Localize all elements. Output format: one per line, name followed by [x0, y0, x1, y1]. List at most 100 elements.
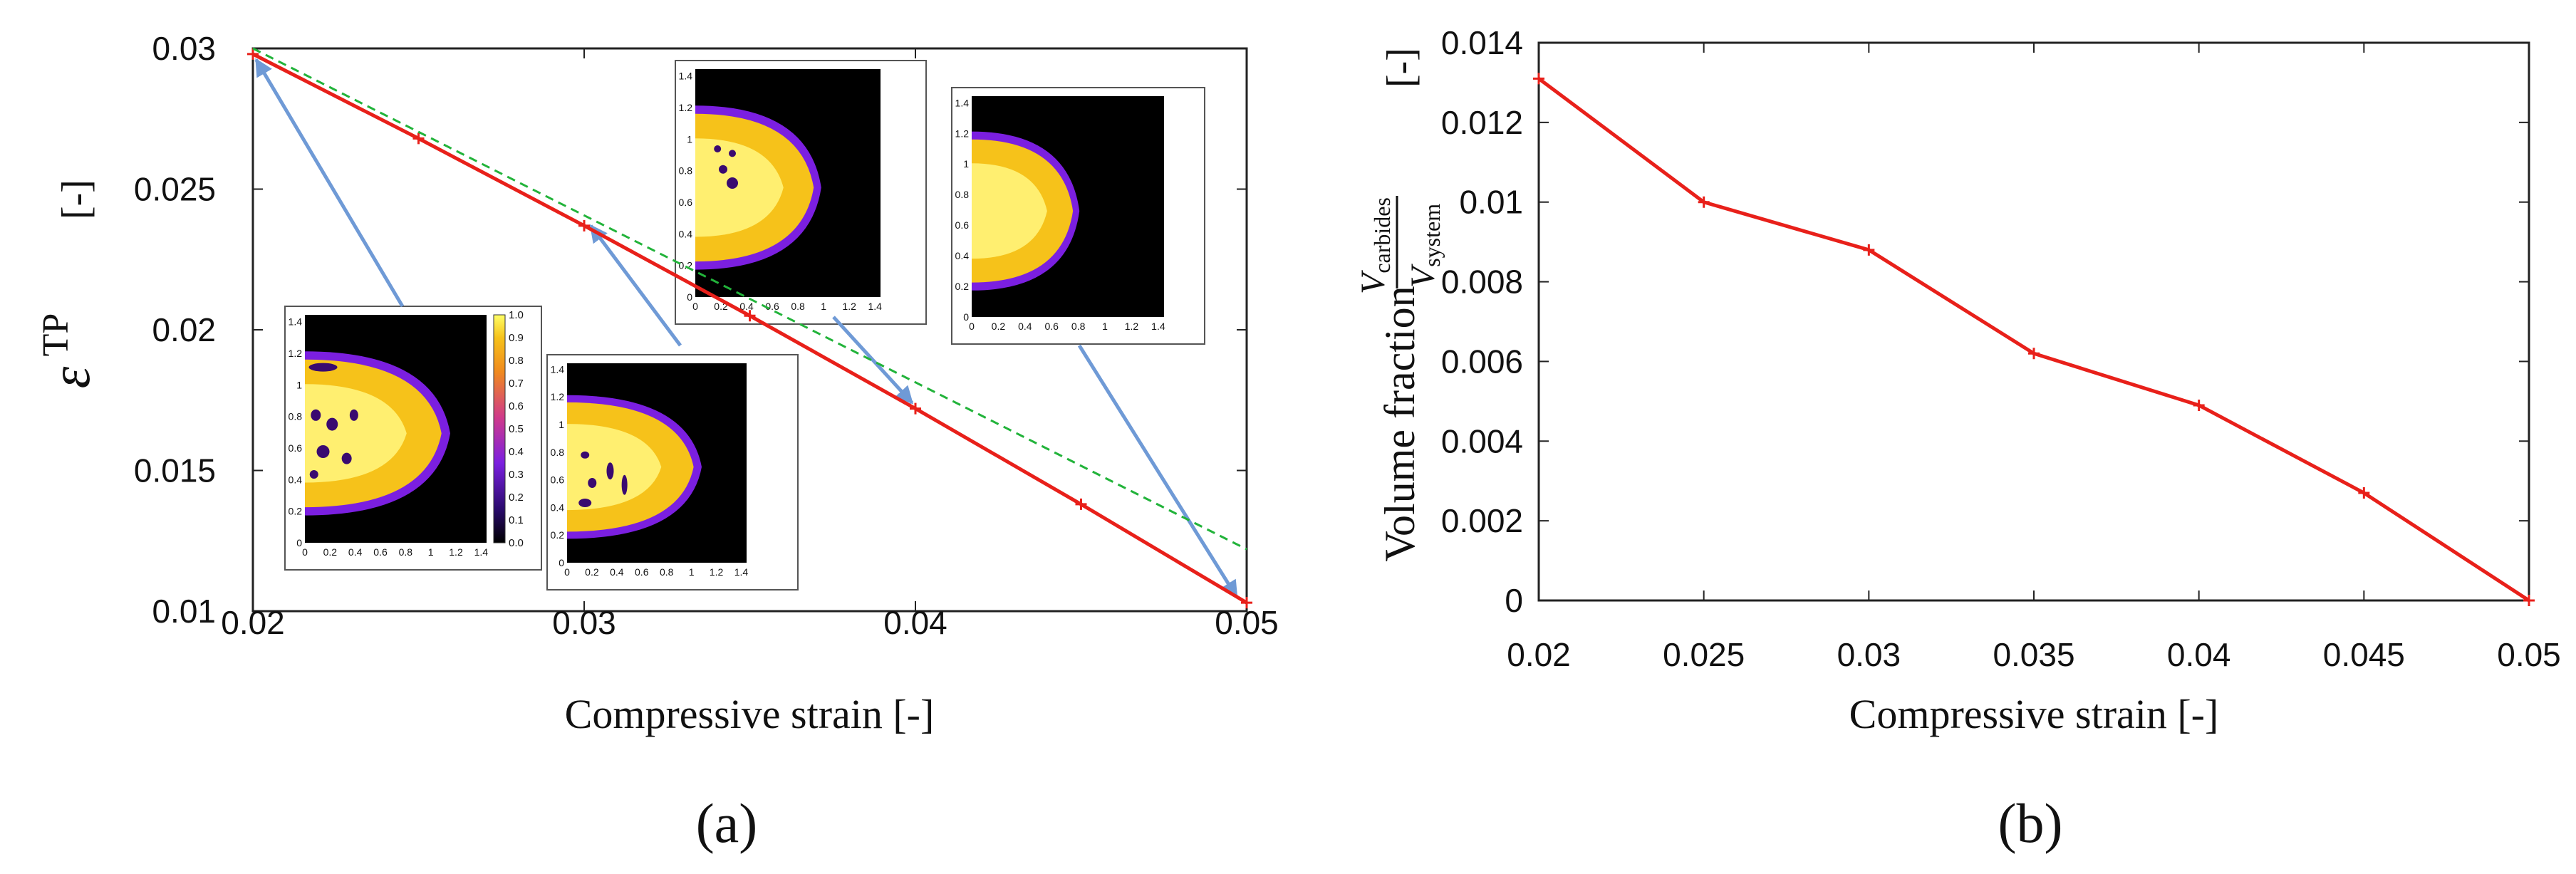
- inset-arrow-1: [254, 58, 405, 308]
- inset-carbide-particle: [588, 478, 597, 488]
- inset-y-tick-label: 1: [687, 133, 692, 145]
- b-data-point: [2028, 348, 2040, 360]
- inset-y-tick-label: 0.8: [955, 189, 970, 200]
- b-data-point: [1533, 73, 1544, 85]
- colorbar-tick-label: 0.9: [509, 332, 524, 344]
- b-x-tick-label: 0.035: [1993, 636, 2074, 673]
- a-data-point: [412, 132, 425, 145]
- inset-core-region: [567, 424, 662, 511]
- inset-x-tick-label: 0.6: [1045, 321, 1059, 332]
- inset-x-tick-label: 0.4: [348, 546, 363, 558]
- b-y-tick-label: 0.012: [1441, 104, 1523, 141]
- inset-x-tick-label: 0.4: [1018, 321, 1032, 332]
- inset-y-tick-label: 0.8: [679, 165, 693, 177]
- inset-x-tick-label: 0.2: [585, 566, 599, 578]
- inset-carbide-particle: [326, 417, 338, 431]
- a-data-point: [744, 310, 756, 322]
- a-x-tick-label: 0.05: [1215, 604, 1279, 641]
- series-a: [247, 47, 1252, 609]
- inset-x-tick-label: 0.4: [610, 566, 624, 578]
- inset-carbide-particle: [714, 145, 722, 152]
- inset-y-tick-label: 1.2: [289, 348, 303, 359]
- colorbar-tick-label: 0.8: [509, 355, 524, 367]
- inset-y-tick-label: 1.4: [551, 363, 565, 375]
- inset-y-tick-label: 0.4: [955, 250, 970, 261]
- inset-core-region: [695, 138, 784, 237]
- inset-x-tick-label: 0.6: [635, 566, 649, 578]
- inset-carbide-particle: [606, 462, 614, 480]
- inset-arrows: [254, 58, 1239, 599]
- inset-x-tick-label: 0.2: [323, 546, 338, 558]
- inset-carbide-particle: [308, 363, 338, 372]
- colorbar-tick-label: 0.0: [509, 537, 524, 549]
- inset-x-tick-label: 0.6: [373, 546, 388, 558]
- a-data-point: [910, 402, 921, 415]
- ylabel-denominator: Vsystem: [1404, 204, 1445, 288]
- inset-y-tick-label: 0: [963, 311, 969, 323]
- inset-y-tick-label: 1.2: [955, 128, 970, 139]
- inset-heatmap-3: 0 0.2 0.4 0.6 0.8 1 1.2 1.400.20.40.60.811.21.4: [675, 60, 927, 325]
- inset-y-tick-label: 1.2: [679, 102, 693, 113]
- inset-y-tick-label: 0.2: [551, 529, 565, 541]
- inset-carbide-particle: [727, 177, 738, 189]
- inset-x-tick-label: 0.2: [992, 321, 1006, 332]
- inset-x-tick-label: 1.4: [734, 566, 749, 578]
- inset-x-tick-label: 0.8: [1071, 321, 1086, 332]
- ylabel-denominator-sub: system: [1419, 204, 1445, 267]
- inset-x-tick-label: 0.8: [791, 301, 805, 312]
- a-y-tick-label: 0.03: [152, 30, 216, 67]
- colorbar-tick-label: 0.5: [509, 423, 524, 435]
- inset-y-tick-label: 1: [296, 379, 302, 390]
- inset-y-tick-label: 0.4: [551, 501, 565, 513]
- inset-carbide-particle: [729, 150, 736, 157]
- a-data-point: [1241, 597, 1252, 609]
- b-x-tick-label: 0.03: [1837, 636, 1901, 673]
- inset-heatmap-4: 0 0.2 0.4 0.6 0.8 1 1.2 1.4 0 0.2 0.4 0.6 0.8 1 1.2 1.4: [951, 87, 1205, 345]
- inset-y-tick-label: 0: [559, 557, 564, 568]
- inset-x-tick-label: 1.2: [1125, 321, 1139, 332]
- a-data-point: [1075, 498, 1087, 510]
- panel-b: 0 0.002 0.004 0.006 0.008 0.01 0.012 0.014 0.02…: [1354, 24, 2561, 737]
- b-y-tick-label: 0.014: [1441, 24, 1523, 61]
- ylabel-numerator-sub: carbides: [1369, 197, 1395, 274]
- inset-y-tick-label: 0.4: [679, 228, 693, 239]
- b-data-point: [2523, 595, 2535, 606]
- b-data-point: [2193, 399, 2205, 411]
- b-y-tick-label: 0.01: [1459, 184, 1523, 221]
- inset-y-tick-label: 0.6: [551, 474, 565, 486]
- b-series-line-volume-fraction: [1537, 77, 2530, 603]
- inset-x-tick-label: 1.4: [868, 301, 882, 312]
- a-x-tick-label: 0.04: [883, 604, 947, 641]
- inset-carbide-particle: [316, 445, 330, 458]
- inset-y-tick-label: 0.6: [289, 442, 303, 454]
- inset-x-tick-label: 1.4: [1151, 321, 1165, 332]
- a-data-point: [578, 219, 590, 231]
- inset-colorbar: [493, 314, 506, 543]
- inset-arrow-3: [832, 316, 914, 405]
- ylabel-text: Volume fraction: [1376, 286, 1423, 561]
- colorbar-tick-label: 0.6: [509, 400, 524, 412]
- inset-y-tick-label: 1: [963, 158, 969, 170]
- a-y-tick-label: 0.01: [152, 593, 216, 630]
- inset-heatmap-1: 0 0.2 0.4 0.6 0.8 1 1.2 1.4 0 0.2 0.4 0.6 0.8 1 1.2 1.4…: [284, 306, 542, 571]
- b-y-tick-label: 0.006: [1441, 343, 1523, 380]
- inset-y-tick-label: 0.6: [679, 197, 693, 208]
- b-x-tick-label: 0.045: [2323, 636, 2405, 673]
- b-y-tick-label: 0: [1505, 582, 1523, 619]
- inset-y-tick-label: 0.4: [289, 474, 303, 485]
- inset-x-tick-label: 1.2: [710, 566, 724, 578]
- inset-heatmap-2: 0 0.2 0.4 0.6 0.8 1 1.2 1.4 0 0.2 0.4 0.6 0.8 1 1.2 1.4: [546, 354, 799, 591]
- inset-x-tick-label: 0: [969, 321, 975, 332]
- inset-x-tick-label: 0.4: [739, 301, 754, 312]
- inset-x-tick-label: 1: [428, 546, 434, 558]
- b-y-tick-label: 0.002: [1441, 502, 1523, 539]
- y-axis-label-a: ε TP [-]: [36, 180, 101, 388]
- inset-y-tick-label: 1.4: [679, 71, 693, 82]
- inset-carbide-particle: [581, 451, 590, 459]
- b-x-tick-label: 0.04: [2167, 636, 2231, 673]
- inset-y-tick-label: 0.8: [551, 447, 565, 458]
- b-data-point: [1698, 196, 1710, 208]
- colorbar-tick-label: 0.3: [509, 469, 524, 481]
- inset-x-tick-label: 0: [692, 301, 698, 312]
- inset-x-tick-label: 1: [1102, 321, 1108, 332]
